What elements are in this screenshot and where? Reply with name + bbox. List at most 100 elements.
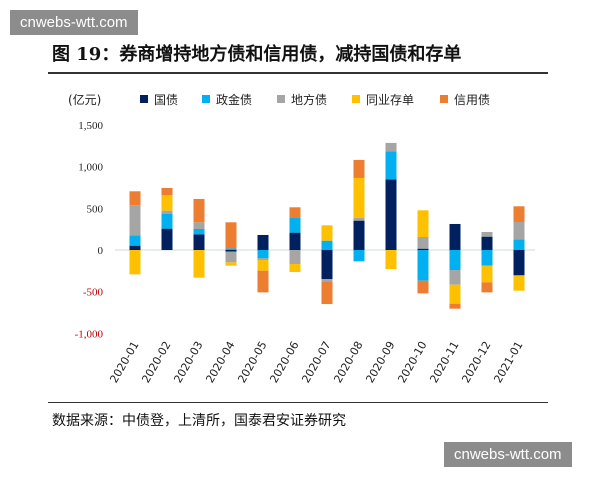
- bar-segment: [289, 250, 301, 265]
- legend-swatch: [440, 95, 448, 103]
- bar-segment: [257, 258, 269, 261]
- bar-segment: [353, 220, 365, 250]
- bar-segment: [449, 284, 461, 304]
- y-tick-label: 500: [87, 203, 104, 215]
- bar-segment: [513, 221, 525, 240]
- bar-segment: [385, 151, 397, 180]
- bar-segment: [225, 262, 237, 266]
- x-tick-label: 2020-12: [459, 339, 493, 385]
- bar-segment: [129, 205, 141, 236]
- bar-segment: [129, 245, 141, 250]
- bar-segment: [449, 250, 461, 271]
- bar-segment: [193, 234, 205, 250]
- bar-segment: [321, 281, 333, 305]
- legend-label: 政金债: [216, 92, 252, 107]
- bar-segment: [289, 264, 301, 273]
- bar-segment: [161, 228, 173, 250]
- bar-segment: [321, 279, 333, 282]
- watermark: cnwebs-wtt.com: [444, 442, 572, 467]
- divider: [48, 72, 548, 74]
- bar-segment: [225, 251, 237, 263]
- legend-label: 国债: [154, 93, 178, 107]
- x-tick-label: 2020-02: [139, 339, 173, 385]
- bar-segment: [129, 250, 141, 275]
- watermark: cnwebs-wtt.com: [10, 10, 138, 35]
- bar-segment: [481, 250, 493, 266]
- bar-segment: [513, 275, 525, 291]
- chart-svg: (亿元) 国债 政金债 地方债 同业存单 信用债 1,500 1,000 500 0 -500 -1,…: [68, 92, 535, 385]
- legend-swatch: [202, 95, 210, 103]
- y-tick-label: -1,000: [75, 328, 104, 340]
- bar-segment: [129, 235, 141, 246]
- bar-segment: [161, 187, 173, 196]
- legend-swatch: [352, 95, 360, 103]
- bar-segment: [353, 177, 365, 218]
- bar-segment: [449, 223, 461, 250]
- bar-segment: [417, 236, 429, 249]
- bar-segment: [385, 250, 397, 270]
- bar-segment: [481, 236, 493, 250]
- bar-segment: [129, 191, 141, 206]
- bar-segment: [289, 217, 301, 233]
- legend-label: 地方债: [291, 92, 327, 107]
- x-tick-label: 2020-11: [427, 339, 461, 385]
- legend-swatch: [277, 95, 285, 103]
- bar-segment: [353, 217, 365, 221]
- x-tick-label: 2020-01: [107, 339, 141, 385]
- x-tick-label: 2020-06: [267, 339, 301, 385]
- x-tick-label: 2020-05: [235, 339, 269, 385]
- bar-segment: [513, 239, 525, 250]
- bar-segment: [225, 250, 237, 252]
- bar-segment: [161, 210, 173, 214]
- bar-segment: [417, 280, 429, 294]
- y-tick-label: 0: [98, 245, 104, 257]
- legend-label: 同业存单: [366, 93, 414, 107]
- x-tick-label: 2021-01: [491, 339, 525, 385]
- bar-segment: [417, 248, 429, 250]
- bar-segment: [321, 240, 333, 250]
- bar-segment: [289, 232, 301, 250]
- x-tick-label: 2020-08: [331, 339, 365, 385]
- bar-segment: [353, 250, 365, 262]
- x-tick-label: 2020-04: [203, 339, 237, 385]
- chart-title: 图 19：券商增持地方债和信用债，减持国债和存单: [52, 44, 462, 65]
- bar-segment: [449, 303, 461, 309]
- bar-segment: [257, 260, 269, 271]
- y-tick-label: 1,500: [78, 120, 103, 132]
- legend-swatch: [140, 95, 148, 103]
- bar-segment: [481, 231, 493, 237]
- y-axis-label: (亿元): [68, 92, 101, 107]
- bar-segment: [225, 248, 237, 250]
- bar-segment: [417, 210, 429, 237]
- bar-segment: [513, 250, 525, 276]
- bar-segment: [481, 265, 493, 283]
- x-tick-label: 2020-07: [299, 339, 333, 385]
- bar-segment: [193, 198, 205, 223]
- bar-segment: [385, 179, 397, 250]
- divider: [48, 402, 548, 403]
- bar-segment: [321, 225, 333, 241]
- bar-segment: [161, 213, 173, 229]
- bar-segment: [417, 250, 429, 281]
- x-tick-label: 2020-10: [395, 339, 429, 385]
- bar-segment: [481, 282, 493, 293]
- y-tick-label: 1,000: [78, 162, 103, 174]
- bar-segment: [257, 270, 269, 293]
- legend-label: 信用债: [454, 93, 490, 107]
- x-tick-label: 2020-03: [171, 339, 205, 385]
- bar-segment: [385, 142, 397, 152]
- bar-segment: [225, 222, 237, 249]
- bar-segment: [193, 250, 205, 278]
- bar-segment: [449, 270, 461, 285]
- bar-segment: [193, 228, 205, 235]
- bar-segment: [513, 206, 525, 222]
- y-tick-label: -500: [83, 287, 104, 299]
- x-tick-label: 2020-09: [363, 339, 397, 385]
- bar-segment: [193, 222, 205, 229]
- bar-segment: [257, 250, 269, 259]
- bar-segment: [353, 159, 365, 178]
- source-note: 数据来源：中债登，上清所，国泰君安证券研究: [52, 413, 346, 429]
- bar-segment: [257, 234, 269, 250]
- bar-segment: [321, 250, 333, 280]
